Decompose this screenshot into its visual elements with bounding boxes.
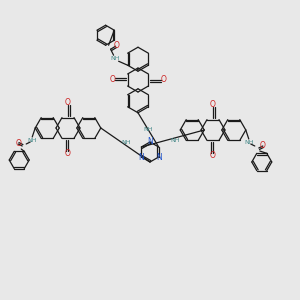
Text: NH: NH	[244, 140, 254, 145]
Text: O: O	[65, 98, 71, 107]
Text: O: O	[110, 76, 116, 85]
Text: NH: NH	[170, 138, 179, 143]
Text: N: N	[147, 137, 153, 146]
Text: N: N	[139, 152, 144, 161]
Text: NH: NH	[111, 56, 120, 61]
Text: NH: NH	[28, 137, 37, 142]
Text: O: O	[114, 41, 119, 50]
Text: O: O	[210, 100, 216, 109]
Text: N: N	[156, 152, 161, 161]
Text: O: O	[210, 151, 216, 160]
Text: O: O	[160, 76, 166, 85]
Text: O: O	[65, 149, 71, 158]
Text: NH: NH	[144, 128, 153, 132]
Text: O: O	[260, 140, 266, 149]
Text: NH: NH	[122, 140, 131, 146]
Text: O: O	[15, 139, 21, 148]
